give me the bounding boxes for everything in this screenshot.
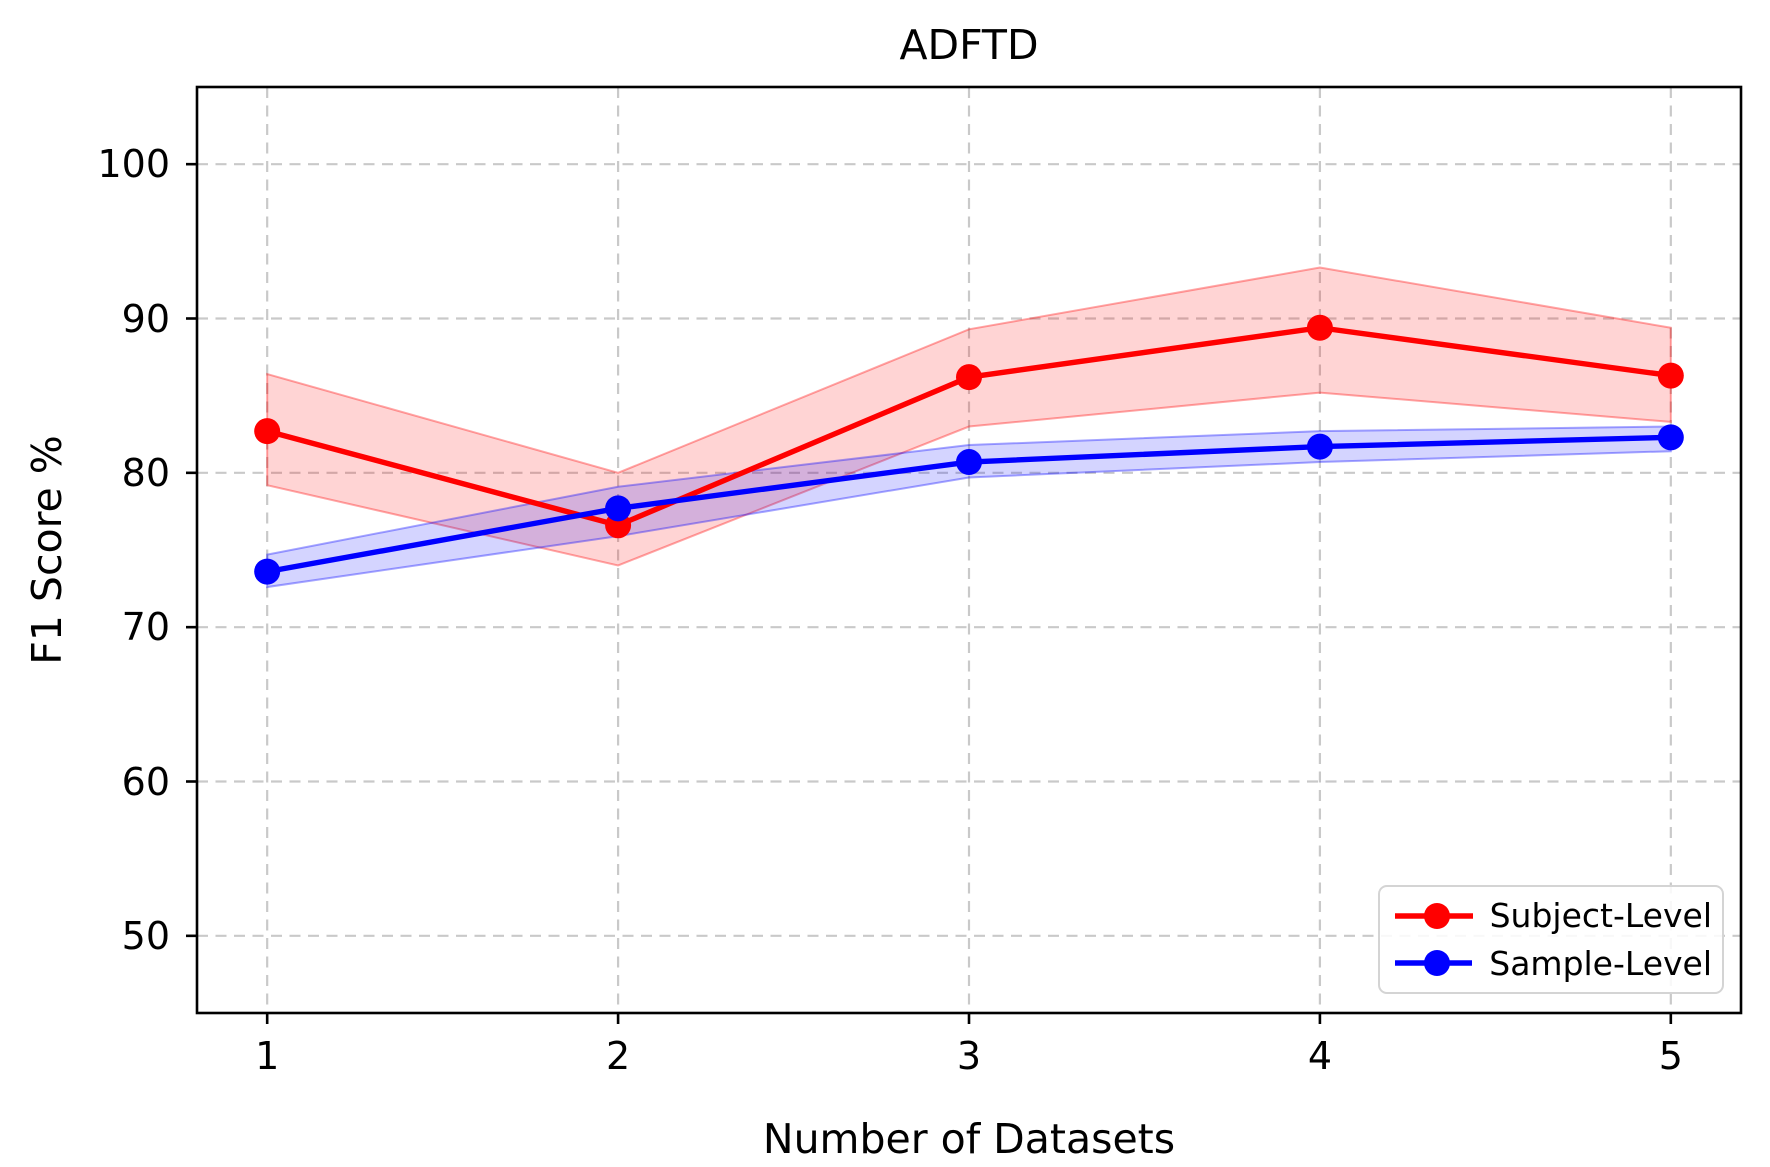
- legend: Subject-Level Sample-Level: [1378, 885, 1724, 994]
- legend-entry-subject-level: Subject-Level: [1392, 899, 1712, 933]
- data-point-sample-level: [956, 449, 982, 476]
- subject-level-line-marker-icon: [1395, 902, 1473, 929]
- data-point-sample-level: [254, 558, 281, 585]
- x-tick-label: 3: [956, 1034, 982, 1078]
- legend-entry-sample-level: Sample-Level: [1392, 946, 1712, 980]
- x-tick-label: 2: [605, 1034, 631, 1078]
- y-tick-label: 90: [121, 296, 170, 341]
- x-tick-label: 5: [1658, 1034, 1683, 1078]
- data-point-subject-level: [254, 418, 281, 445]
- data-point-subject-level: [1657, 362, 1684, 389]
- sample-level-line-marker-icon: [1395, 950, 1473, 977]
- y-tick-label: 70: [121, 605, 170, 650]
- data-point-sample-level: [605, 495, 632, 522]
- data-point-sample-level: [1306, 433, 1333, 460]
- y-tick-label: 50: [121, 913, 170, 958]
- y-axis-label: F1 Score %: [23, 435, 71, 665]
- data-point-subject-level: [956, 364, 982, 391]
- confidence-band-subject-level: [266, 266, 1672, 567]
- data-point-sample-level: [1657, 424, 1684, 451]
- y-tick-label: 100: [97, 142, 170, 187]
- chart-title: ADFTD: [899, 21, 1039, 69]
- x-axis-label: Number of Datasets: [762, 1115, 1176, 1163]
- legend-label-sample-level: Sample-Level: [1489, 943, 1712, 983]
- x-tick-label: 4: [1307, 1034, 1332, 1078]
- y-tick-label: 60: [121, 759, 170, 804]
- x-tick-label: 1: [255, 1034, 280, 1078]
- legend-label-subject-level: Subject-Level: [1489, 896, 1712, 936]
- data-point-subject-level: [1306, 314, 1333, 341]
- y-tick-label: 80: [121, 450, 170, 495]
